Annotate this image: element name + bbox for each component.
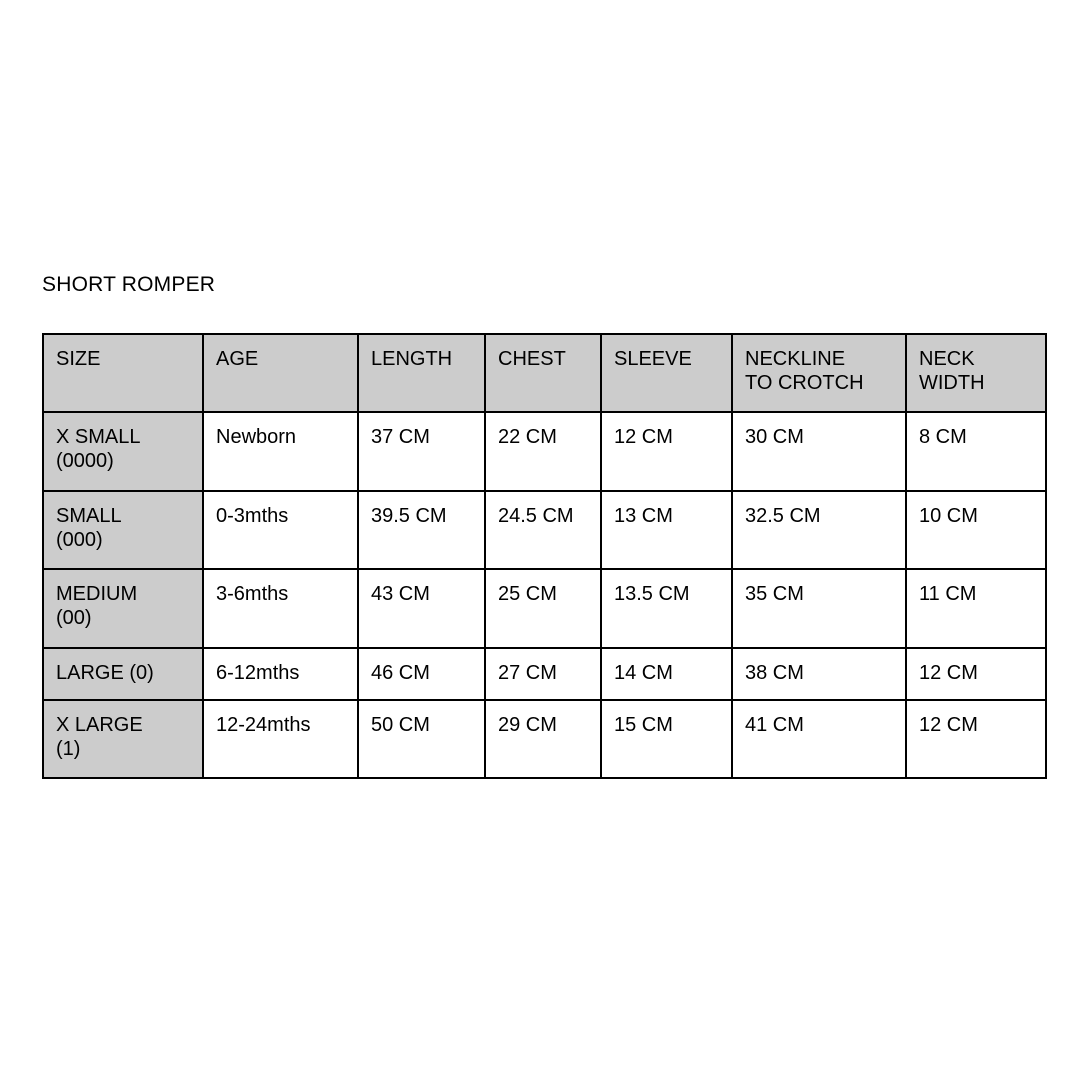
- cell-length: 46 CM: [357, 647, 486, 701]
- cell-age: 6-12mths: [202, 647, 359, 701]
- header-cell-neckline_to_crotch: NECKLINE TO CROTCH: [731, 333, 907, 413]
- cell-age: 12-24mths: [202, 699, 359, 779]
- cell-neckline_to_crotch: 30 CM: [731, 411, 907, 492]
- table-row: X SMALL (0000) Newborn 37 CM 22 CM 12 CM 30 C…: [42, 411, 1047, 492]
- cell-neckline_to_crotch: 35 CM: [731, 568, 907, 649]
- size-chart-body: X SMALL (0000) Newborn 37 CM 22 CM 12 CM 30 C…: [42, 411, 1047, 779]
- header-cell-size: SIZE: [42, 333, 204, 413]
- cell-age: 0-3mths: [202, 490, 359, 570]
- header-row: SIZE AGE LENGTH CHEST SLEEVE NECKLINE TO CROT…: [42, 333, 1047, 413]
- header-cell-length: LENGTH: [357, 333, 486, 413]
- cell-sleeve: 12 CM: [600, 411, 733, 492]
- cell-length: 43 CM: [357, 568, 486, 649]
- cell-neck_width: 12 CM: [905, 699, 1047, 779]
- cell-sleeve: 13.5 CM: [600, 568, 733, 649]
- cell-chest: 24.5 CM: [484, 490, 602, 570]
- cell-size: SMALL (000): [42, 490, 204, 570]
- cell-neck_width: 11 CM: [905, 568, 1047, 649]
- cell-age: 3-6mths: [202, 568, 359, 649]
- cell-neck_width: 12 CM: [905, 647, 1047, 701]
- cell-age: Newborn: [202, 411, 359, 492]
- cell-sleeve: 15 CM: [600, 699, 733, 779]
- cell-chest: 29 CM: [484, 699, 602, 779]
- cell-length: 50 CM: [357, 699, 486, 779]
- cell-size: X LARGE (1): [42, 699, 204, 779]
- cell-neckline_to_crotch: 38 CM: [731, 647, 907, 701]
- size-chart-table: SIZE AGE LENGTH CHEST SLEEVE NECKLINE TO CROT…: [42, 333, 1047, 779]
- header-cell-sleeve: SLEEVE: [600, 333, 733, 413]
- header-cell-age: AGE: [202, 333, 359, 413]
- header-cell-chest: CHEST: [484, 333, 602, 413]
- size-chart-header: SIZE AGE LENGTH CHEST SLEEVE NECKLINE TO CROT…: [42, 333, 1047, 413]
- table-row: X LARGE (1) 12-24mths 50 CM 29 CM 15 CM 41 CM…: [42, 699, 1047, 779]
- cell-chest: 22 CM: [484, 411, 602, 492]
- cell-neck_width: 8 CM: [905, 411, 1047, 492]
- cell-sleeve: 14 CM: [600, 647, 733, 701]
- cell-size: LARGE (0): [42, 647, 204, 701]
- page-title: SHORT ROMPER: [42, 273, 216, 296]
- cell-neckline_to_crotch: 32.5 CM: [731, 490, 907, 570]
- table-row: MEDIUM (00) 3-6mths 43 CM 25 CM 13.5 CM 35 CM…: [42, 568, 1047, 649]
- table-row: LARGE (0) 6-12mths 46 CM 27 CM 14 CM 38 CM 12 …: [42, 647, 1047, 701]
- cell-chest: 25 CM: [484, 568, 602, 649]
- table-row: SMALL (000) 0-3mths 39.5 CM 24.5 CM 13 CM 32.…: [42, 490, 1047, 570]
- cell-chest: 27 CM: [484, 647, 602, 701]
- cell-length: 37 CM: [357, 411, 486, 492]
- cell-size: MEDIUM (00): [42, 568, 204, 649]
- cell-neck_width: 10 CM: [905, 490, 1047, 570]
- cell-neckline_to_crotch: 41 CM: [731, 699, 907, 779]
- header-cell-neck_width: NECK WIDTH: [905, 333, 1047, 413]
- cell-length: 39.5 CM: [357, 490, 486, 570]
- cell-size: X SMALL (0000): [42, 411, 204, 492]
- cell-sleeve: 13 CM: [600, 490, 733, 570]
